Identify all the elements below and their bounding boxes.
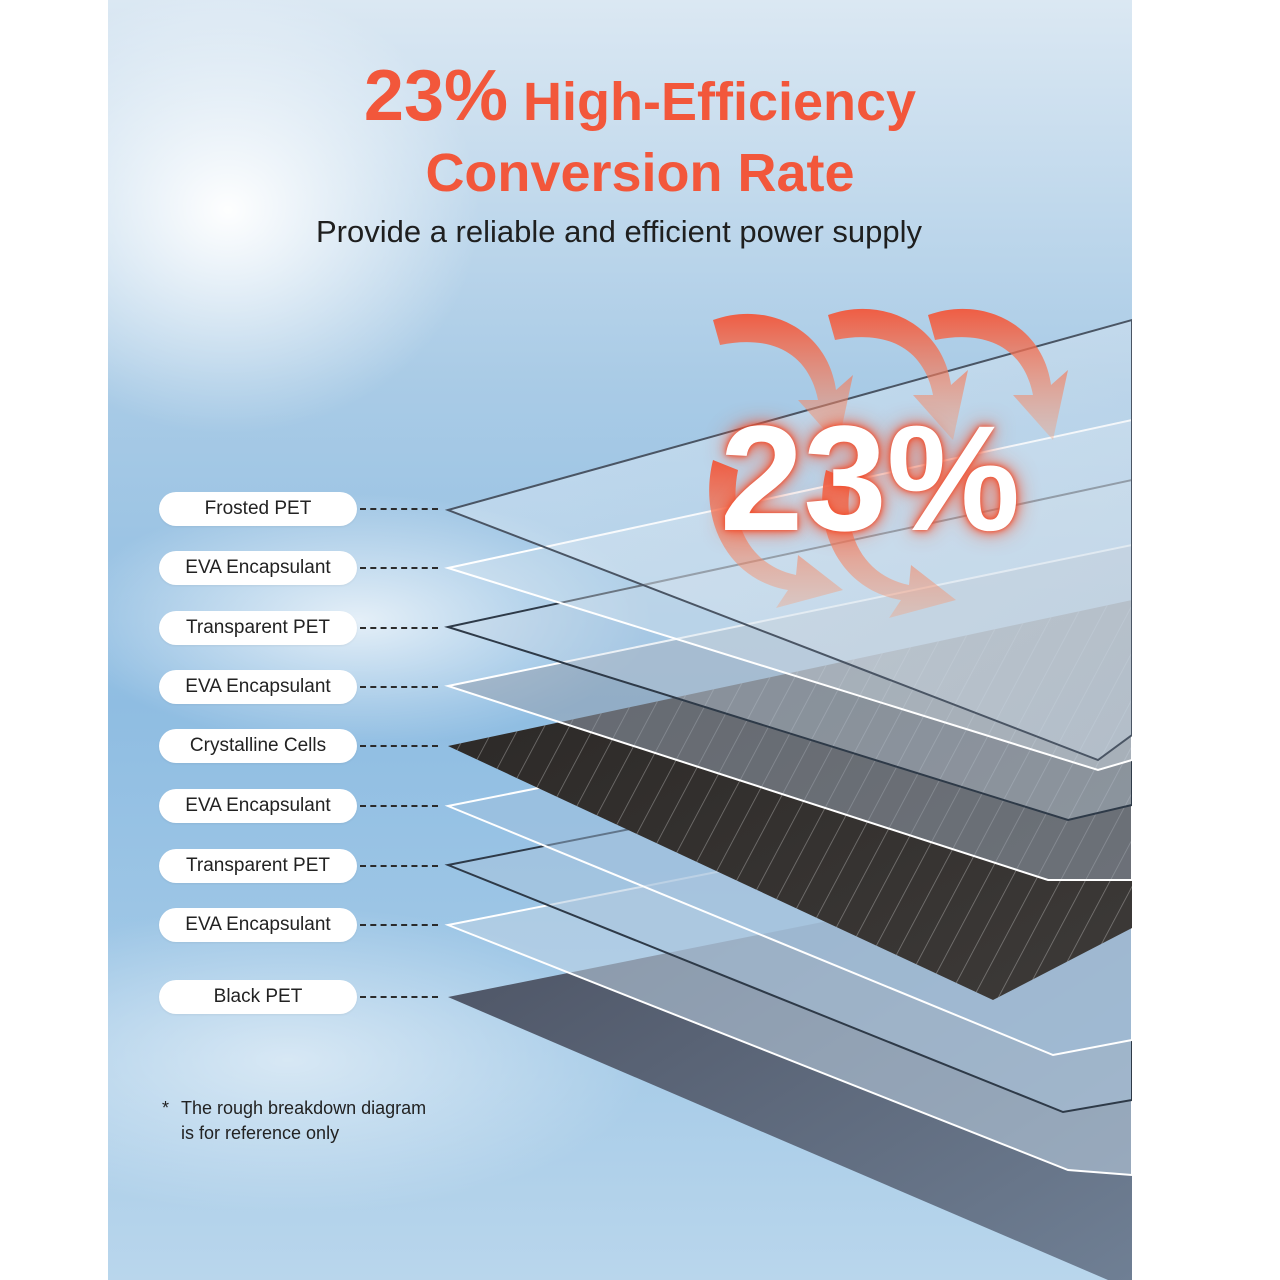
subtitle: Provide a reliable and efficient power s… <box>315 214 922 249</box>
layer-label: EVA Encapsulant <box>159 908 357 942</box>
leader-line <box>360 508 438 510</box>
leader-line <box>360 805 438 807</box>
headline-line-2: Conversion Rate <box>425 143 855 203</box>
leader-line <box>360 924 438 926</box>
leader-line <box>360 567 438 569</box>
footnote-line: The rough breakdown diagram <box>181 1098 427 1118</box>
layer-label: EVA Encapsulant <box>159 551 357 585</box>
leader-line <box>360 745 438 747</box>
headline-percentage: 23% <box>363 56 509 136</box>
layer-label: EVA Encapsulant <box>159 789 357 823</box>
leader-line <box>360 686 438 688</box>
leader-line <box>360 996 438 998</box>
layer-label: Transparent PET <box>159 611 357 645</box>
leader-line <box>360 865 438 867</box>
layer-label: EVA Encapsulant <box>159 670 357 704</box>
sky-background <box>108 0 1132 1280</box>
footnote-asterisk: * <box>162 1098 170 1118</box>
headline-line-1: 23% High-Efficiency <box>0 58 1280 140</box>
layer-label: Transparent PET <box>159 849 357 883</box>
footnote-line: is for reference only <box>181 1123 340 1143</box>
layer-label: Black PET <box>159 980 357 1014</box>
headline-text: High-Efficiency <box>508 72 917 132</box>
layer-label: Crystalline Cells <box>159 729 357 763</box>
layer-frosted-pet <box>444 318 1132 762</box>
energy-arrows-icon <box>709 308 1068 618</box>
footnote: * The rough breakdown diagram is for ref… <box>162 1096 482 1146</box>
big-percentage: 23% <box>719 394 1021 562</box>
leader-line <box>360 627 438 629</box>
layer-label: Frosted PET <box>159 492 357 526</box>
layer-stack-illustration <box>444 308 1132 1280</box>
